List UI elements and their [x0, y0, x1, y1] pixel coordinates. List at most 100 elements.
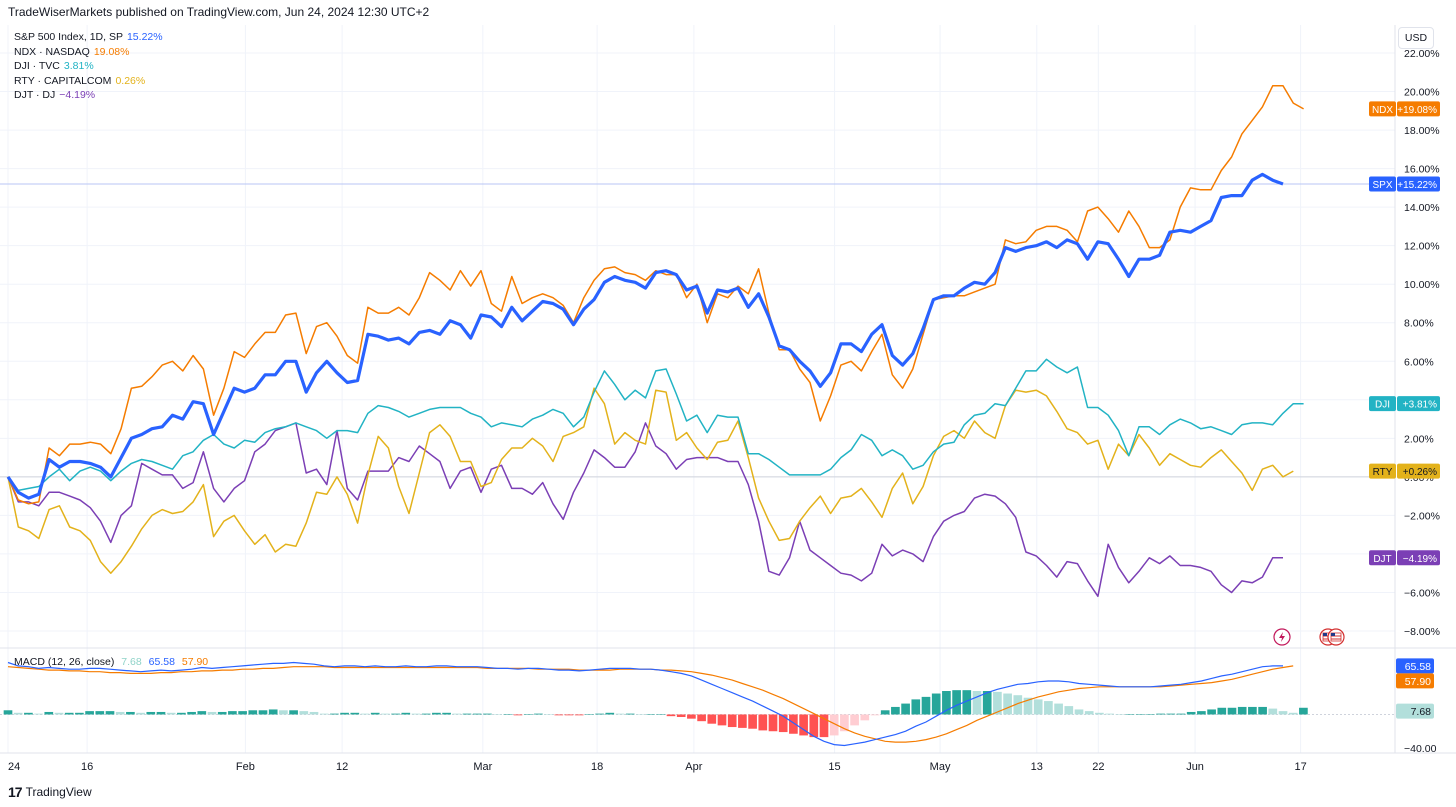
badge-spx: SPX +15.22%	[1369, 176, 1440, 192]
macd-value-badge: 65.58	[1396, 658, 1434, 674]
badge-series-value: +15.22%	[1397, 180, 1437, 191]
macd-badge-text: 65.58	[1405, 661, 1431, 673]
tradingview-logo-icon: 17	[8, 784, 23, 800]
legend-series-value: −4.19%	[59, 89, 96, 102]
legend-series-name: DJT · DJ	[14, 89, 56, 102]
publisher-header: TradeWiserMarkets published on TradingVi…	[8, 5, 430, 19]
macd-hist-bar	[911, 699, 921, 715]
macd-hist-bar	[1125, 714, 1135, 715]
macd-hist-bar	[421, 713, 431, 715]
macd-hist-bar	[1227, 707, 1237, 715]
macd-hist-bar	[687, 714, 696, 719]
macd-hist-bar	[666, 714, 676, 717]
macd-hist-bar	[217, 711, 227, 715]
macd-hist-bar	[370, 712, 380, 715]
macd-hist-bar	[493, 714, 502, 715]
macd-hist-bar	[105, 711, 115, 715]
macd-hist-bar	[360, 713, 370, 715]
flash-event-icon[interactable]	[1273, 628, 1291, 646]
legend-row[interactable]: NDX · NASDAQ 19.08%	[14, 45, 163, 60]
macd-hist-bar	[717, 714, 727, 726]
macd-hist-bar	[585, 714, 594, 715]
y-tick-label: −8.00%	[1404, 626, 1440, 638]
macd-hist-bar	[24, 712, 33, 715]
last-value-badges: SPX +15.22% NDX +19.08% DJI +3.81% RTY +0.26% DJ…	[1369, 101, 1440, 566]
macd-indicator-label[interactable]: MACD (12, 26, close)	[14, 656, 115, 668]
macd-hist-bar	[197, 711, 207, 715]
macd-hist-bar	[758, 714, 768, 731]
x-tick-label: 22	[1092, 761, 1104, 773]
y-tick-label: 2.00%	[1404, 433, 1434, 445]
macd-hist-bar	[931, 693, 941, 715]
macd-hist-bar	[554, 714, 564, 716]
macd-hist-bar	[1003, 693, 1012, 715]
macd-hist-bar	[574, 714, 584, 716]
horizontal-gridlines	[0, 52, 1395, 632]
macd-hist-bar	[768, 714, 778, 732]
macd-hist-bar	[299, 711, 309, 715]
macd-hist-bar	[1074, 709, 1084, 715]
macd-hist-bar	[942, 691, 951, 715]
x-tick-label: Mar	[473, 761, 492, 773]
macd-hist-bar	[952, 690, 961, 715]
macd-hist-bar	[605, 712, 615, 715]
legend-series-value: 3.81%	[63, 60, 94, 73]
macd-hist-bar	[258, 710, 268, 715]
macd-hist-bar	[187, 711, 196, 715]
us-flag-events-icon-2[interactable]	[1327, 628, 1345, 646]
macd-hist-bar	[462, 713, 472, 715]
series-line-ndx	[7, 85, 1304, 505]
macd-hist-bar	[1095, 712, 1104, 715]
legend-series-value: 15.22%	[126, 31, 163, 43]
macd-hist-bar	[982, 691, 992, 715]
macd-hist-bar	[1166, 713, 1176, 715]
price-axis[interactable]: 22.00% 20.00% 18.00% 16.00% 14.00% 12.00% 10.0…	[1404, 48, 1440, 638]
macd-hist-bar	[615, 713, 625, 715]
macd-hist-bar	[1197, 711, 1206, 715]
macd-hist-bar	[1135, 714, 1145, 715]
macd-hist-bar	[829, 714, 839, 736]
y-tick-label: −6.00%	[1404, 587, 1440, 599]
legend-series-name: NDX · NASDAQ	[14, 45, 90, 58]
series-lines	[6, 85, 1304, 598]
macd-pane	[0, 661, 1395, 747]
macd-hist-bar	[891, 706, 900, 715]
macd-hist-bar	[238, 711, 247, 715]
macd-hist-bar	[921, 696, 931, 715]
vertical-gridlines	[7, 25, 1302, 753]
macd-badge-text: 7.68	[1411, 706, 1432, 718]
x-tick-label: Jun	[1186, 761, 1204, 773]
macd-hist-bar	[350, 712, 360, 715]
legend-row[interactable]: DJT · DJ −4.19%	[14, 88, 163, 103]
macd-hist-bar	[697, 714, 706, 722]
time-axis[interactable]: 24 16 Feb 12 Mar 18 Apr 15 May 13 22 Jun 17	[8, 761, 1307, 773]
macd-hist-bar	[85, 711, 94, 715]
macd-hist-bar	[1299, 707, 1308, 715]
macd-hist-bar	[656, 714, 666, 715]
macd-hist-bar	[340, 712, 349, 715]
x-tick-label: 24	[8, 761, 20, 773]
currency-button[interactable]: USD	[1398, 27, 1434, 49]
macd-hist-bar	[452, 713, 462, 715]
y-tick-label: 6.00%	[1404, 356, 1434, 368]
macd-hist-bar	[523, 714, 533, 715]
macd-hist-bar	[156, 711, 166, 715]
macd-hist-bar	[34, 713, 43, 715]
macd-hist-bar	[544, 714, 553, 715]
footer-branding: 17 TradingView	[8, 784, 92, 800]
y-tick-label: 18.00%	[1404, 125, 1440, 137]
badge-series-value: +19.08%	[1397, 105, 1437, 116]
macd-hist-bar	[1054, 703, 1063, 715]
macd-hist-bar	[1013, 695, 1023, 715]
legend-row[interactable]: DJI · TVC 3.81%	[14, 59, 163, 74]
macd-hist-bar	[789, 714, 798, 734]
macd-signal-line	[7, 665, 1294, 743]
badge-djt: DJT −4.19%	[1369, 550, 1440, 566]
macd-hist-bar	[962, 690, 972, 715]
legend-row[interactable]: S&P 500 Index, 1D, SP 15.22%	[14, 30, 163, 45]
badge-series-name: NDX	[1372, 105, 1393, 116]
legend-row[interactable]: RTY · CAPITALCOM 0.26%	[14, 74, 163, 89]
legend-series-name: RTY · CAPITALCOM	[14, 74, 112, 87]
